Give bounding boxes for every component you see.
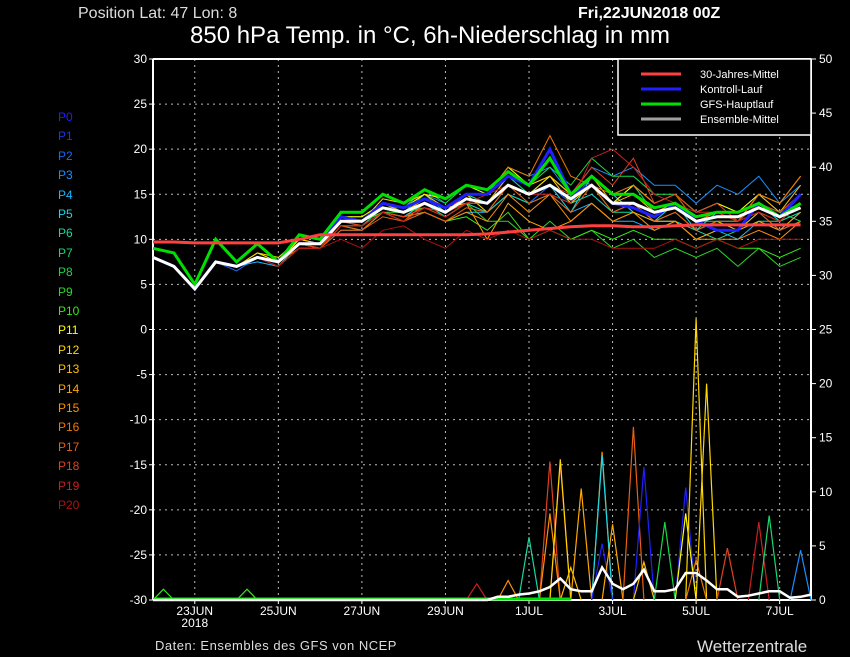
precip-p7 <box>758 515 781 601</box>
member-label-p14: P14 <box>58 381 80 396</box>
member-label-p5: P5 <box>58 207 73 221</box>
member-label-p7: P7 <box>58 245 73 260</box>
y-tick-label-right: 15 <box>819 431 833 445</box>
member-label-p17: P17 <box>58 439 80 454</box>
y-tick-label-right: 5 <box>819 539 826 553</box>
legend-label: GFS-Hauptlauf <box>700 99 774 111</box>
precip-p12 <box>685 318 708 601</box>
y-tick-label-right: 45 <box>819 106 833 120</box>
y-tick-label-right: 50 <box>819 52 833 66</box>
run-date: Fri,22JUN2018 00Z <box>578 5 721 22</box>
legend-box <box>617 58 812 136</box>
gfs-main-run-line <box>152 155 802 288</box>
precip-p3 <box>789 550 812 601</box>
data-source: Daten: Ensembles des GFS von NCEP <box>155 638 397 653</box>
y-tick-label-left: -10 <box>130 413 148 427</box>
member-label-p0: P0 <box>58 110 73 124</box>
ensemble-mean-line <box>152 183 802 292</box>
precip-p17 <box>622 426 645 601</box>
precip-p8 <box>653 522 676 601</box>
legend-label: 30-Jahres-Mittel <box>700 69 779 81</box>
brand-label: Wetterzentrale <box>697 637 808 656</box>
member-label-p16: P16 <box>58 420 80 435</box>
y-tick-label-left: -15 <box>130 458 148 472</box>
precip-p13 <box>559 565 582 601</box>
y-tick-label-left: 30 <box>134 52 148 66</box>
member-label-p1: P1 <box>58 129 73 144</box>
y-tick-label-left: -25 <box>130 548 148 562</box>
precip-p6 <box>518 537 540 601</box>
y-tick-label-left: 15 <box>134 187 148 201</box>
member-label-p20: P20 <box>58 498 80 512</box>
y-tick-label-left: -5 <box>136 368 147 382</box>
precip-p15 <box>497 579 520 601</box>
precip-mean-line <box>153 564 812 602</box>
y-tick-label-left: 20 <box>134 142 148 156</box>
legend-label: Ensemble-Mittel <box>700 114 779 126</box>
y-tick-label-right: 40 <box>819 160 833 174</box>
y-tick-label-right: 10 <box>819 485 833 499</box>
y-tick-label-right: 20 <box>819 377 833 391</box>
precip-p12 <box>549 459 572 601</box>
member-label-p19: P19 <box>58 478 80 493</box>
member-label-p11: P11 <box>58 323 79 338</box>
member-label-p3: P3 <box>58 168 73 183</box>
member-label-p15: P15 <box>58 401 80 415</box>
legend-label: Kontroll-Lauf <box>700 84 763 96</box>
x-tick-label: 7JUL <box>766 604 794 618</box>
temp-line-p11 <box>152 166 801 290</box>
x-tick-label: 1JUL <box>515 604 543 618</box>
temp-line-p3 <box>152 166 801 290</box>
y-tick-label-left: 5 <box>140 277 147 291</box>
x-tick-label: 23JUN <box>176 604 213 618</box>
position-label: Position Lat: 47 Lon: 8 <box>78 5 238 22</box>
precip-p18 <box>538 461 561 601</box>
precip-p15 <box>538 513 561 601</box>
precip-p13 <box>632 559 655 601</box>
precip-p16 <box>685 557 708 601</box>
member-label-p12: P12 <box>58 342 80 357</box>
member-label-p9: P9 <box>58 284 73 299</box>
precip-p0 <box>632 466 655 601</box>
precip-p12 <box>695 383 718 601</box>
x-tick-year: 2018 <box>181 616 208 630</box>
member-label-p4: P4 <box>58 187 73 202</box>
y-tick-label-left: 25 <box>134 97 148 111</box>
member-label-p10: P10 <box>58 304 80 318</box>
precip-p14 <box>570 488 593 601</box>
member-label-p8: P8 <box>58 265 73 280</box>
x-tick-label: 27JUN <box>344 604 381 618</box>
x-tick-label: 29JUN <box>427 604 464 618</box>
y-tick-label-left: -20 <box>130 503 148 517</box>
y-tick-label-left: 0 <box>140 323 147 337</box>
y-tick-label-left: 10 <box>134 232 148 246</box>
member-label-p6: P6 <box>58 226 73 241</box>
y-tick-label-right: 30 <box>819 268 833 282</box>
member-label-p13: P13 <box>58 362 80 377</box>
y-tick-label-right: 0 <box>819 593 826 607</box>
precip-p10 <box>152 588 175 601</box>
member-label-p2: P2 <box>58 148 73 163</box>
y-tick-label-right: 25 <box>819 323 833 337</box>
x-tick-label: 5JUL <box>682 604 710 618</box>
climate-mean-line <box>153 223 801 245</box>
y-tick-label-left: -30 <box>130 593 148 607</box>
x-tick-label: 25JUN <box>260 604 297 618</box>
x-tick-label: 3JUL <box>599 604 627 618</box>
precip-p18 <box>716 547 739 601</box>
member-label-p18: P18 <box>58 459 80 474</box>
chart-title: 850 hPa Temp. in °C, 6h-Niederschlag in … <box>190 22 671 49</box>
precip-p19 <box>465 582 488 601</box>
precip-p0 <box>674 487 697 601</box>
y-tick-label-right: 35 <box>819 214 833 228</box>
precip-p10 <box>236 588 258 601</box>
precip-p19 <box>747 522 770 601</box>
